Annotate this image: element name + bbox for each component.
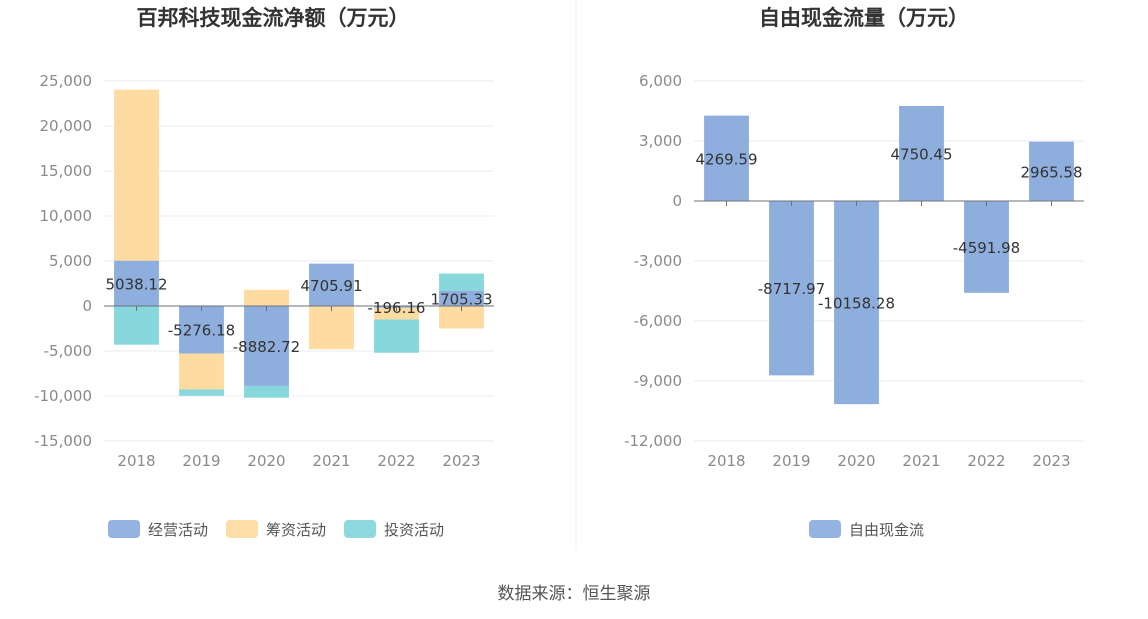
data-label: 2965.58 [1020,163,1082,181]
y-tick-label: 3,000 [639,132,682,150]
y-tick-label: 0 [672,192,682,210]
legend-label: 自由现金流 [849,521,924,539]
left-legend: 经营活动 筹资活动 投资活动 [108,520,444,539]
x-tick-label: 2021 [902,452,940,470]
source-note: 数据来源：恒生聚源 [498,584,651,604]
legend-swatch [226,520,258,538]
data-label: 5038.12 [105,275,167,293]
data-label: 1705.33 [430,290,492,308]
data-label: -10158.28 [818,295,895,313]
y-tick-label: -6,000 [634,312,682,330]
right-legend: 自由现金流 [809,520,924,539]
bar-1 [309,263,354,306]
data-label: -8882.72 [233,338,300,356]
data-label: 4269.59 [695,150,757,168]
bar-1 [439,290,484,306]
legend-swatch [108,520,140,538]
data-label: -8717.97 [758,280,825,298]
data-label: 4705.91 [300,277,362,295]
x-tick-label: 2020 [247,452,285,470]
legend-label: 投资活动 [384,521,444,539]
right-chart: 6,000 3,000 0 -3,000 -6,000 -9,000 -12,000 2018… [624,72,1084,470]
data-label: -196.16 [368,299,426,317]
y-tick-label: -12,000 [624,432,682,450]
bar-3 [114,306,159,345]
bar-3 [439,273,484,291]
bar-1 [244,306,289,386]
x-tick-label: 2022 [377,452,415,470]
y-tick-label: -15,000 [34,432,92,450]
bar-1 [179,306,224,354]
data-label: -4591.98 [953,239,1020,257]
bar-1 [769,201,814,376]
bar-3 [179,389,224,396]
bar-1 [899,105,944,201]
x-tick-label: 2019 [182,452,220,470]
y-tick-label: 6,000 [639,72,682,90]
y-tick-label: -5,000 [44,342,92,360]
bar-2 [374,307,419,320]
bar-1 [964,201,1009,293]
bar-2 [179,353,224,390]
x-tick-label: 2023 [442,452,480,470]
y-tick-label: 25,000 [40,72,93,90]
left-chart-title: 百邦科技现金流净额（万元） [137,6,410,30]
right-chart-title: 自由现金流量（万元） [759,6,969,30]
x-tick-label: 2020 [837,452,875,470]
x-tick-label: 2023 [1032,452,1070,470]
bar-3 [244,385,289,398]
data-label: -5276.18 [168,322,235,340]
x-tick-label: 2018 [117,452,155,470]
left-chart: 25,000 20,000 15,000 10,000 5,000 0 -5,000 -10,… [34,72,494,470]
y-tick-label: 10,000 [40,207,93,225]
legend-swatch [344,520,376,538]
x-tick-label: 2019 [772,452,810,470]
data-label: 4750.45 [890,145,952,163]
bar-2 [114,89,159,261]
y-tick-label: 5,000 [49,252,92,270]
x-tick-label: 2021 [312,452,350,470]
y-tick-label: -10,000 [34,387,92,405]
bar-3 [374,319,419,353]
bar-2 [439,306,484,329]
y-tick-label: -9,000 [634,372,682,390]
y-tick-label: -3,000 [634,252,682,270]
bar-1 [114,260,159,306]
legend-label: 筹资活动 [266,521,326,539]
bar-1 [704,115,749,201]
legend-swatch [809,520,841,538]
legend-label: 经营活动 [148,521,208,539]
bar-2 [309,306,354,350]
y-tick-label: 0 [82,297,92,315]
x-tick-label: 2022 [967,452,1005,470]
bar-1 [1029,141,1074,201]
y-tick-label: 15,000 [40,162,93,180]
y-tick-label: 20,000 [40,117,93,135]
bar-2 [244,289,289,306]
x-tick-label: 2018 [707,452,745,470]
bar-1 [834,201,879,405]
